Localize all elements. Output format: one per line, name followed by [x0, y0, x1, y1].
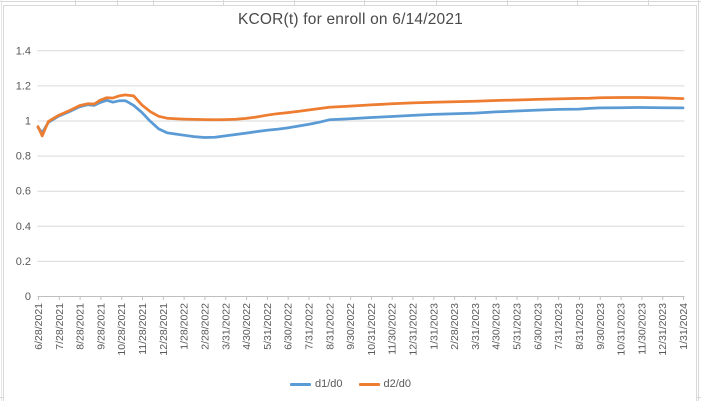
x-axis-label: 8/31/2023 — [574, 303, 586, 350]
x-axis-label: 11/30/2022 — [387, 303, 399, 355]
y-axis-label: 0.8 — [16, 151, 31, 163]
y-axis-label: 1 — [25, 116, 31, 128]
y-axis-label: 1.4 — [16, 45, 31, 57]
x-axis-label: 2/28/2023 — [449, 303, 461, 350]
legend-label: d1/d0 — [314, 378, 343, 390]
x-axis-label: 9/30/2023 — [595, 303, 607, 350]
chart-title[interactable]: KCOR(t) for enroll on 6/14/2021 — [237, 11, 464, 28]
y-axis-label: 0.2 — [16, 256, 31, 268]
x-axis-label: 1/31/2024 — [678, 303, 690, 350]
x-axis-label: 11/28/2021 — [137, 303, 149, 355]
x-axis-label: 1/28/2022 — [179, 303, 191, 350]
legend-item-d2-d0[interactable]: d2/d0 — [358, 378, 412, 390]
series-line-d1-d0[interactable] — [36, 98, 685, 139]
y-axis-label: 0.6 — [16, 186, 31, 198]
x-axis-label: 7/31/2022 — [303, 303, 315, 350]
series-line-swatch-icon — [358, 382, 380, 386]
x-axis-label: 5/31/2023 — [512, 303, 524, 350]
x-axis-label: 11/30/2023 — [636, 303, 648, 355]
x-axis-label: 10/28/2021 — [116, 303, 128, 356]
x-axis-label: 6/30/2023 — [532, 303, 544, 350]
legend: d1/d0 d2/d0 — [0, 378, 701, 390]
x-axis-label: 1/31/2023 — [428, 303, 440, 350]
x-axis-label: 2/28/2022 — [199, 303, 211, 350]
series-line-d2-d0[interactable] — [36, 93, 685, 138]
x-axis-label: 5/31/2022 — [262, 303, 274, 350]
x-axis-label: 9/30/2022 — [345, 303, 357, 350]
x-axis-label: 6/30/2022 — [283, 303, 295, 350]
x-axis-label: 10/31/2022 — [366, 303, 378, 356]
x-axis-label: 12/28/2021 — [158, 303, 170, 356]
x-axis-label: 10/31/2023 — [616, 303, 628, 356]
y-axis-label: 1.2 — [16, 80, 31, 92]
x-axis-label: 4/30/2022 — [241, 303, 253, 350]
series-line-swatch-icon — [289, 382, 311, 386]
y-axis-label: 0 — [25, 291, 31, 303]
x-axis-label: 12/31/2022 — [408, 303, 420, 356]
x-axis-label: 12/31/2023 — [657, 303, 669, 356]
x-axis-label: 7/28/2021 — [54, 303, 66, 350]
x-axis-label: 3/31/2022 — [220, 303, 232, 350]
legend-label: d2/d0 — [383, 378, 412, 390]
x-axis-label: 7/31/2023 — [553, 303, 565, 350]
x-axis-label: 8/28/2021 — [75, 303, 87, 350]
x-axis-label: 8/31/2022 — [324, 303, 336, 350]
x-axis-label: 4/30/2023 — [491, 303, 503, 350]
y-axis-label: 0.4 — [16, 221, 31, 233]
x-axis-label: 3/31/2023 — [470, 303, 482, 350]
chart-frame[interactable] — [3, 5, 697, 401]
x-axis-label: 6/28/2021 — [33, 303, 45, 350]
legend-item-d1-d0[interactable]: d1/d0 — [289, 378, 343, 390]
x-axis-label: 9/28/2021 — [95, 303, 107, 350]
